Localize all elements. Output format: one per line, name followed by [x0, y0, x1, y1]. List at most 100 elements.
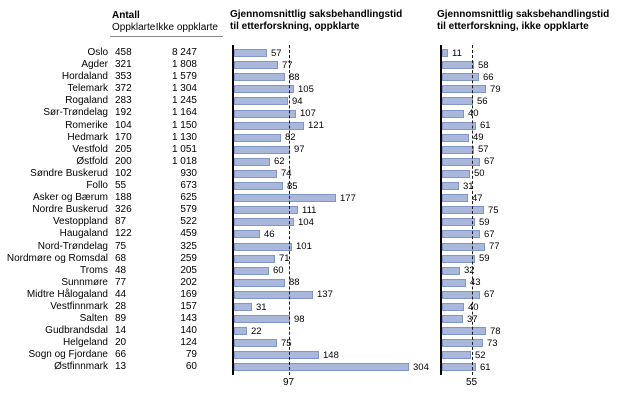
- solved-value: 89: [115, 313, 127, 325]
- table-header-oppklarte: Oppklarte: [112, 22, 156, 33]
- bar-value-label: 50: [474, 168, 485, 180]
- solved-value: 44: [115, 288, 127, 300]
- bar-row: 22: [234, 325, 435, 337]
- bar-row: 121: [234, 120, 435, 132]
- chart2-average-label: 55: [466, 377, 478, 388]
- bar-value-label: 67: [484, 228, 495, 240]
- bar: [442, 145, 474, 154]
- bar: [442, 121, 476, 130]
- solved-value: 170: [115, 131, 132, 143]
- district-label: Helgeland: [62, 337, 108, 349]
- bar-row: 31: [234, 301, 435, 313]
- bar-row: 85: [234, 180, 435, 192]
- chart1-average-label: 97: [283, 377, 295, 388]
- unsolved-value: 140: [180, 325, 197, 337]
- unsolved-value: 157: [180, 300, 197, 312]
- chart1-average-line: [289, 45, 290, 375]
- bar-row: 37: [442, 313, 619, 325]
- bar-value-label: 40: [468, 301, 479, 313]
- solved-value: 28: [115, 300, 127, 312]
- bar: [234, 363, 409, 372]
- bar-value-label: 107: [300, 108, 316, 120]
- bar-value-label: 94: [292, 95, 303, 107]
- bar-row: 56: [442, 95, 619, 107]
- unsolved-value: 143: [180, 313, 197, 325]
- district-label: Troms: [80, 264, 108, 276]
- bar-row: 97: [234, 144, 435, 156]
- bar: [234, 303, 252, 312]
- bar-value-label: 57: [478, 144, 489, 156]
- bar-value-label: 62: [274, 156, 285, 168]
- bar: [442, 230, 480, 239]
- solved-value: 192: [115, 107, 132, 119]
- chart2-title-line2: til etterforskning, ikke oppklarte: [437, 21, 589, 32]
- district-label: Midtre Hålogaland: [26, 288, 108, 300]
- bar: [234, 266, 269, 275]
- bar: [442, 157, 480, 166]
- district-label: Østfinnmark: [54, 361, 108, 373]
- district-label: Sunnmøre: [61, 276, 108, 288]
- district-label: Asker og Bærum: [32, 192, 108, 204]
- district-label: Østfold: [76, 155, 108, 167]
- bar-value-label: 31: [256, 301, 267, 313]
- unsolved-value: 205: [180, 264, 197, 276]
- table-header-antall: Antall: [112, 10, 140, 21]
- bar-row: 61: [442, 120, 619, 132]
- solved-value: 353: [115, 71, 132, 83]
- unsolved-value: 1 579: [171, 71, 197, 83]
- bar: [442, 97, 473, 106]
- bar-value-label: 43: [470, 277, 481, 289]
- unsolved-value: 673: [180, 180, 197, 192]
- bar-row: 40: [442, 301, 619, 313]
- bar-row: 59: [442, 216, 619, 228]
- district-label: Søndre Buskerud: [30, 167, 108, 179]
- bar: [234, 85, 294, 94]
- bar: [234, 278, 285, 287]
- bar-value-label: 82: [285, 132, 296, 144]
- bar: [442, 194, 468, 203]
- bar-value-label: 60: [273, 265, 284, 277]
- bar-row: 31: [442, 180, 619, 192]
- chart1-title-line2: til etterforskning, oppklarte: [230, 21, 360, 32]
- bar-value-label: 88: [289, 277, 300, 289]
- bar: [442, 351, 471, 360]
- bar-row: 94: [234, 95, 435, 107]
- bar-row: 47: [442, 192, 619, 204]
- bar-row: 67: [442, 289, 619, 301]
- district-label: Haugaland: [59, 228, 108, 240]
- bar-value-label: 111: [302, 204, 317, 216]
- bar-value-label: 97: [294, 144, 305, 156]
- bar-value-label: 31: [463, 180, 474, 192]
- bar-value-label: 137: [317, 289, 333, 301]
- bar-value-label: 58: [478, 59, 489, 71]
- bar-value-label: 101: [296, 241, 312, 253]
- unsolved-value: 930: [180, 167, 197, 179]
- bar-row: 71: [234, 253, 435, 265]
- solved-value: 283: [115, 95, 132, 107]
- district-label: Hordaland: [61, 71, 108, 83]
- district-label: Vestoppland: [52, 216, 108, 228]
- bar-row: 66: [442, 71, 619, 83]
- bar: [234, 230, 260, 239]
- unsolved-value: 1 150: [171, 119, 197, 131]
- bar-value-label: 49: [473, 132, 484, 144]
- solved-value: 48: [115, 264, 127, 276]
- bar: [234, 73, 285, 82]
- district-label: Romerike: [65, 119, 108, 131]
- bar-value-label: 79: [490, 83, 501, 95]
- bar: [234, 351, 319, 360]
- bar-row: 61: [442, 361, 619, 373]
- solved-value: 104: [115, 119, 132, 131]
- solved-value: 326: [115, 204, 132, 216]
- bar-row: 11: [442, 47, 619, 59]
- unsolved-value: 124: [180, 337, 197, 349]
- district-label: Vestfold: [72, 143, 108, 155]
- header-underline: [110, 36, 223, 37]
- unsolved-value: 202: [180, 276, 197, 288]
- bar-value-label: 47: [472, 192, 483, 204]
- solved-value: 55: [115, 180, 127, 192]
- bar-row: 107: [234, 107, 435, 119]
- bar-row: 78: [442, 325, 619, 337]
- unsolved-value: 1 304: [171, 83, 197, 95]
